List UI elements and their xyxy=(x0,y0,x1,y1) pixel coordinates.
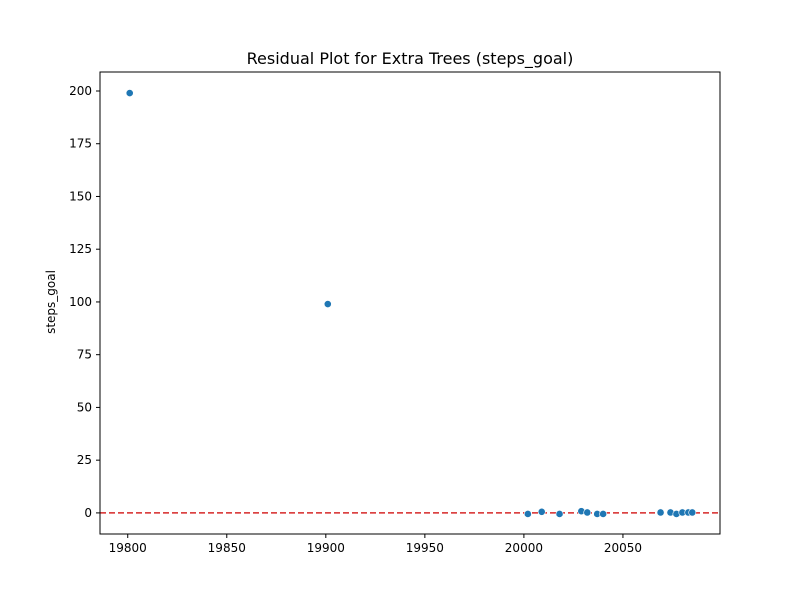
y-tick-label: 100 xyxy=(69,295,92,309)
scatter-points-layer xyxy=(125,89,697,518)
x-tick-label: 19900 xyxy=(307,541,345,555)
chart-title: Residual Plot for Extra Trees (steps_goa… xyxy=(247,49,574,69)
y-tick-label: 150 xyxy=(69,189,92,203)
residual-point xyxy=(555,510,564,518)
plot-frame xyxy=(99,71,721,535)
y-tick-label: 125 xyxy=(69,242,92,256)
y-tick-label: 25 xyxy=(77,453,92,467)
y-axis-label: steps_goal xyxy=(44,270,58,334)
residual-point xyxy=(537,507,546,516)
x-tick-label: 19850 xyxy=(208,541,246,555)
x-tick-label: 20050 xyxy=(604,541,642,555)
residual-point xyxy=(688,508,697,517)
residual-point xyxy=(523,510,532,518)
x-tick-label: 20000 xyxy=(505,541,543,555)
y-tick-label: 200 xyxy=(69,84,92,98)
x-tick-label: 19950 xyxy=(406,541,444,555)
x-tick-label: 19800 xyxy=(109,541,147,555)
y-tick-label: 175 xyxy=(69,137,92,151)
axis-ticks-layer: 19800 19850 19900 19950 20000 20050 0 25 50 75 100… xyxy=(69,84,642,555)
residual-point xyxy=(125,89,134,97)
residual-point xyxy=(583,508,592,517)
y-tick-label: 75 xyxy=(77,348,92,362)
y-tick-label: 50 xyxy=(77,400,92,414)
residual-point xyxy=(323,300,332,308)
residual-point xyxy=(599,510,608,518)
residual-point xyxy=(656,508,665,517)
y-tick-label: 0 xyxy=(84,506,92,520)
